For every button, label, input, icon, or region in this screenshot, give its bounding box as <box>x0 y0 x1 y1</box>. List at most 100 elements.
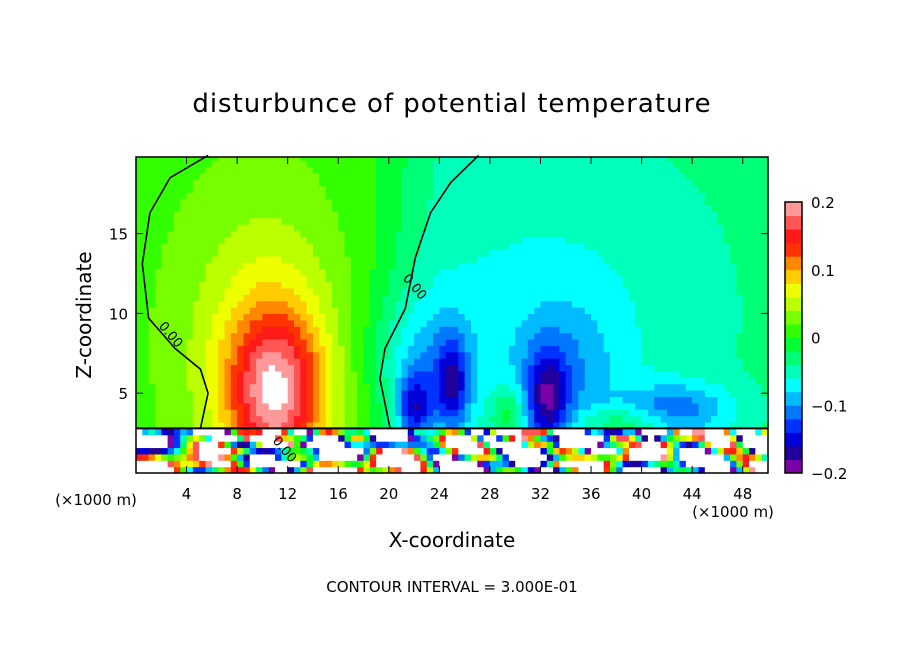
heatmap-cell <box>154 409 162 417</box>
heatmap-cell <box>230 345 238 353</box>
heatmap-cell <box>395 224 403 232</box>
heatmap-cell <box>344 192 352 200</box>
heatmap-cell <box>730 428 737 436</box>
heatmap-cell <box>755 415 763 423</box>
heatmap-cell <box>736 157 744 161</box>
heatmap-cell <box>363 466 371 474</box>
heatmap-cell <box>584 319 592 327</box>
heatmap-cell <box>148 300 156 308</box>
heatmap-cell <box>275 198 282 206</box>
heatmap-cell <box>395 294 403 302</box>
heatmap-cell <box>325 313 333 321</box>
heatmap-cell <box>761 351 769 359</box>
heatmap-cell <box>723 402 731 410</box>
heatmap-cell <box>294 224 301 232</box>
heatmap-cell <box>300 377 308 385</box>
heatmap-cell <box>350 160 358 168</box>
heatmap-cell <box>142 204 150 212</box>
heatmap-cell <box>243 332 251 340</box>
heatmap-cell <box>344 313 352 321</box>
heatmap-cell <box>142 338 150 346</box>
heatmap-cell <box>230 447 238 455</box>
heatmap-cell <box>673 338 681 346</box>
heatmap-cell <box>572 192 579 200</box>
heatmap-cell <box>540 402 548 410</box>
heatmap-cell <box>186 453 194 461</box>
heatmap-cell <box>515 351 523 359</box>
heatmap-cell <box>578 364 586 372</box>
heatmap-cell <box>382 351 390 359</box>
heatmap-cell <box>439 300 447 308</box>
heatmap-cell <box>572 447 579 455</box>
heatmap-cell <box>559 204 567 212</box>
heatmap-cell <box>388 466 396 474</box>
heatmap-cell <box>559 402 567 410</box>
heatmap-cell <box>742 157 750 161</box>
heatmap-cell <box>237 453 245 461</box>
heatmap-cell <box>489 236 497 244</box>
heatmap-cell <box>256 358 263 366</box>
heatmap-cell <box>294 236 301 244</box>
heatmap-cell <box>635 441 643 449</box>
heatmap-cell <box>407 326 415 334</box>
heatmap-cell <box>660 243 668 251</box>
heatmap-cell <box>647 338 655 346</box>
heatmap-cell <box>136 377 143 385</box>
heatmap-cell <box>660 402 668 410</box>
heatmap-cell <box>237 377 245 385</box>
heatmap-cell <box>262 364 270 372</box>
heatmap-cell <box>749 396 756 404</box>
heatmap-cell <box>730 160 737 168</box>
heatmap-cell <box>338 294 346 302</box>
heatmap-cell <box>268 319 276 327</box>
heatmap-cell <box>256 160 263 168</box>
heatmap-cell <box>376 249 384 257</box>
heatmap-cell <box>527 192 535 200</box>
heatmap-cell <box>312 421 320 429</box>
heatmap-cell <box>275 370 282 378</box>
heatmap-cell <box>243 243 251 251</box>
heatmap-cell <box>420 300 428 308</box>
heatmap-cell <box>597 281 605 289</box>
heatmap-cell <box>723 157 731 161</box>
heatmap-cell <box>325 224 333 232</box>
heatmap-cell <box>414 453 421 461</box>
heatmap-cell <box>439 345 447 353</box>
heatmap-cell <box>300 345 308 353</box>
heatmap-cell <box>540 396 548 404</box>
heatmap-cell <box>230 409 238 417</box>
heatmap-cell <box>464 249 472 257</box>
heatmap-cell <box>376 428 384 436</box>
heatmap-cell <box>660 351 668 359</box>
heatmap-cell <box>369 396 377 404</box>
heatmap-cell <box>331 185 339 193</box>
heatmap-cell <box>736 192 744 200</box>
heatmap-cell <box>192 377 200 385</box>
heatmap-cell <box>363 332 371 340</box>
heatmap-cell <box>426 453 434 461</box>
heatmap-cell <box>433 396 440 404</box>
heatmap-cell <box>489 198 497 206</box>
heatmap-cell <box>281 192 289 200</box>
heatmap-cell <box>186 351 194 359</box>
heatmap-cell <box>243 370 251 378</box>
heatmap-cell <box>294 447 301 455</box>
heatmap-cell <box>470 390 478 397</box>
heatmap-cell <box>527 236 535 244</box>
heatmap-cell <box>230 453 238 461</box>
heatmap-cell <box>603 249 611 257</box>
heatmap-cell <box>660 185 668 193</box>
heatmap-cell <box>300 255 308 263</box>
heatmap-cell <box>692 460 700 468</box>
heatmap-cell <box>730 338 737 346</box>
heatmap-cell <box>237 230 245 238</box>
heatmap-cell <box>388 460 396 468</box>
heatmap-cell <box>559 166 567 174</box>
heatmap-cell <box>723 313 731 321</box>
heatmap-cell <box>679 370 687 378</box>
heatmap-cell <box>654 421 662 429</box>
heatmap-cell <box>521 364 529 372</box>
heatmap-cell <box>331 211 339 219</box>
heatmap-cell <box>407 268 415 276</box>
heatmap-cell <box>742 300 750 308</box>
